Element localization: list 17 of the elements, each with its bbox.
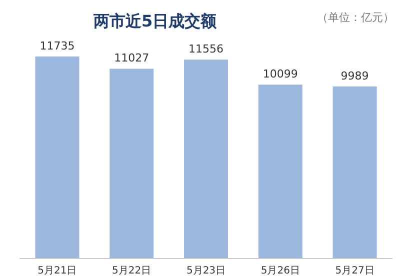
data-label: 11735 bbox=[40, 40, 75, 53]
bar bbox=[258, 84, 302, 258]
bar bbox=[332, 86, 377, 258]
bar bbox=[35, 56, 80, 258]
x-tick-label: 5月22日 bbox=[112, 266, 152, 276]
data-label: 11027 bbox=[114, 52, 150, 65]
x-tick-label: 5月21日 bbox=[38, 266, 77, 276]
x-tick-label: 5月23日 bbox=[186, 266, 226, 276]
data-label: 9989 bbox=[340, 70, 369, 83]
data-label: 10099 bbox=[262, 68, 298, 81]
bar bbox=[184, 60, 228, 258]
bar bbox=[110, 68, 154, 258]
x-tick-label: 5月26日 bbox=[260, 266, 300, 276]
data-label: 11556 bbox=[188, 42, 224, 56]
chart-title: 两市近5日成交额 bbox=[92, 12, 218, 30]
x-tick-label: 5月27日 bbox=[335, 266, 374, 276]
text: （单位：亿元） bbox=[317, 11, 394, 24]
